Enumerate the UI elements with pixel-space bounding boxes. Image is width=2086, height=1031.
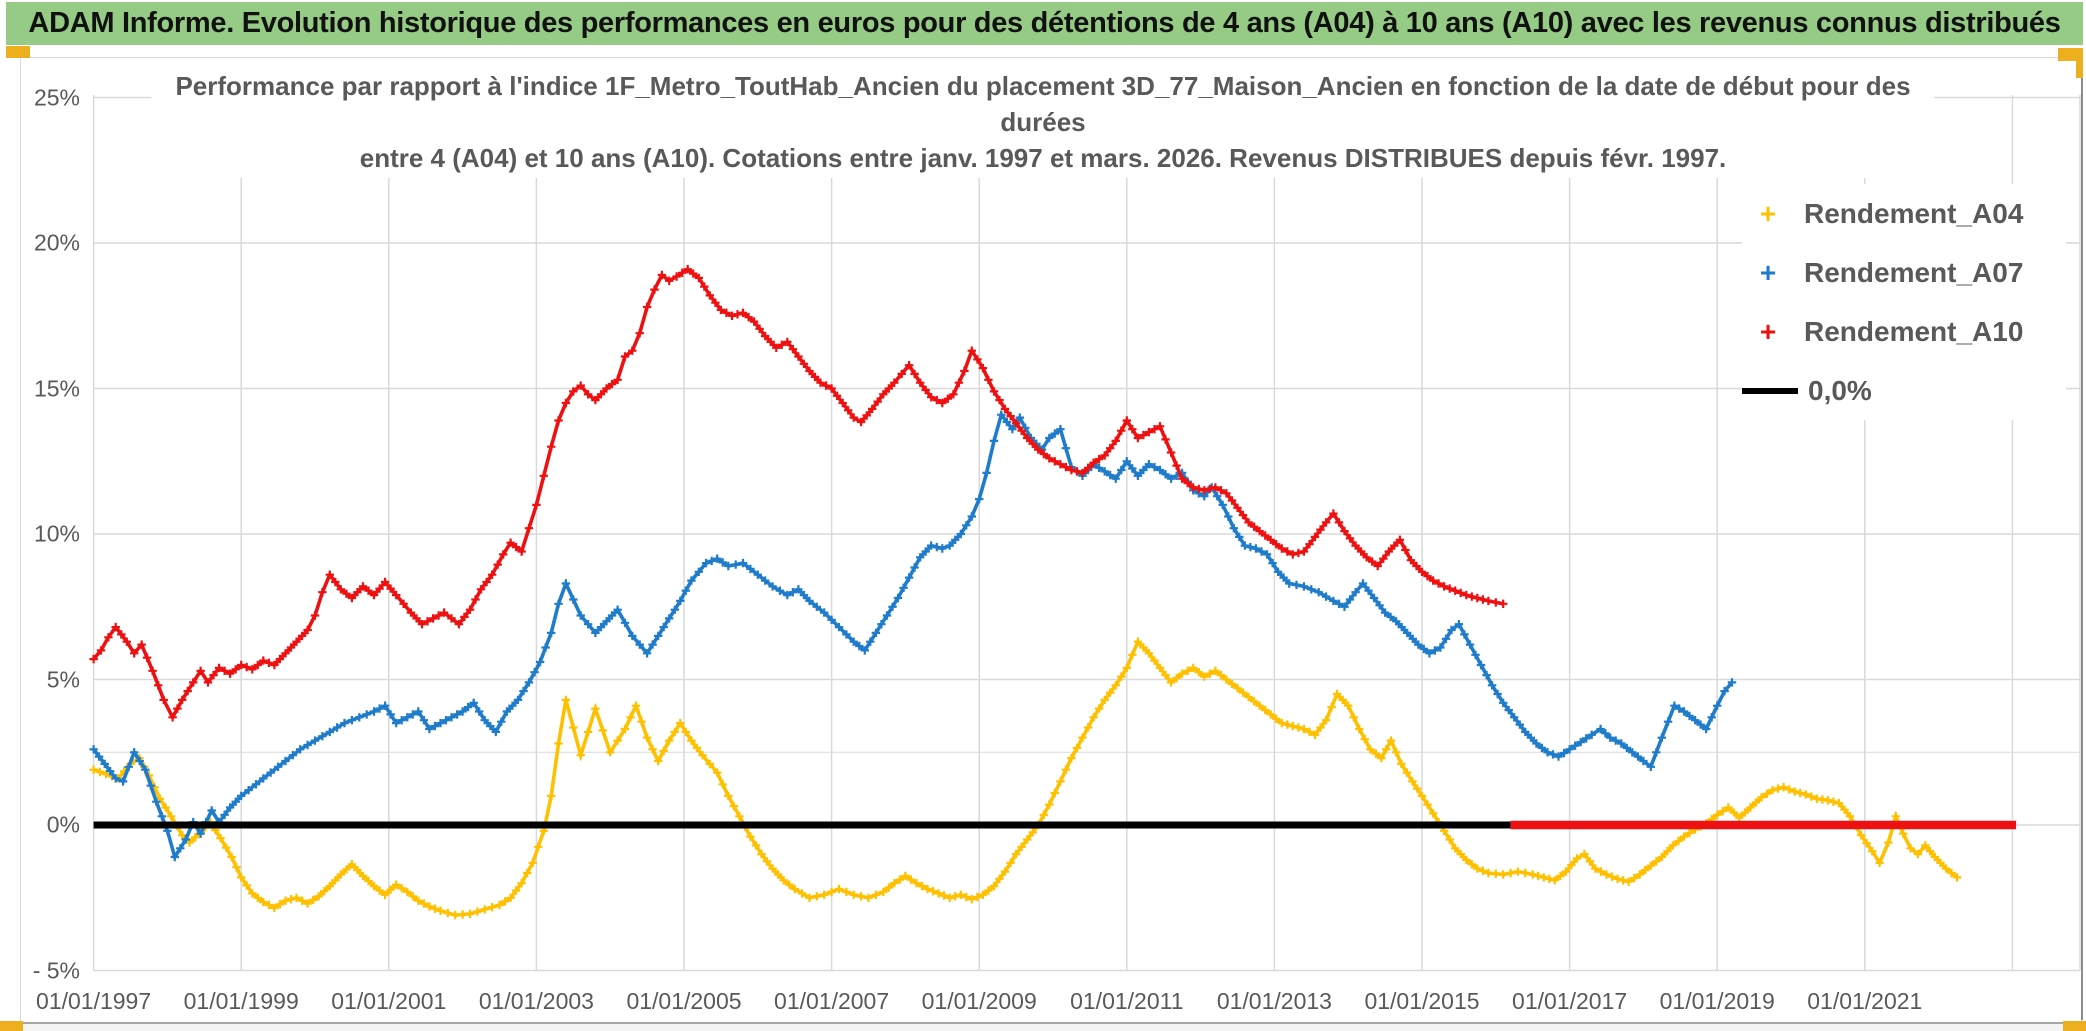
chart-title-line1: Performance par rapport à l'indice 1F_Me… (175, 71, 1911, 101)
y-axis-label-0: 0% (46, 811, 80, 838)
series-line-Rendement_A04 (93, 638, 1959, 918)
x-axis-label-2019: 01/01/2019 (1659, 988, 1775, 1014)
y-axis-label-20: 20% (33, 229, 80, 256)
x-axis-label-2017: 01/01/2017 (1512, 988, 1628, 1014)
series-line-Rendement_A07 (92, 410, 1734, 862)
x-axis-label-2005: 01/01/2005 (626, 988, 742, 1014)
x-axis-label-2021: 01/01/2021 (1807, 988, 1923, 1014)
window-bottom-rule (16, 1022, 2064, 1024)
x-axis-label-2001: 01/01/2001 (331, 988, 447, 1014)
chart-title-line2: durées (1000, 107, 1086, 137)
y-axis-label-10: 10% (33, 520, 80, 547)
y-axis-label-15: 15% (33, 375, 80, 401)
series-markers-Rendement_A04 (89, 637, 1962, 920)
series-markers-Rendement_A07 (89, 410, 1737, 862)
selection-corner-top-left (6, 46, 30, 58)
line-marker-icon (1742, 387, 1798, 394)
workbook-title-bar: ADAM Informe. Evolution historique des p… (6, 2, 2083, 45)
chart-title-line3: entre 4 (A04) et 10 ans (A10). Cotations… (359, 143, 1727, 173)
x-axis-label-1999: 01/01/1999 (183, 988, 299, 1014)
selection-corner-top-right-tab (2076, 48, 2083, 78)
y-axis-label--5: - 5% (32, 957, 80, 983)
window-bottom-band (0, 1024, 2086, 1031)
legend-item-0-0-[interactable]: 0,0% (1742, 361, 2066, 420)
selection-corner-bottom-right (2063, 1021, 2086, 1031)
workbook-title: ADAM Informe. Evolution historique des p… (28, 7, 2061, 39)
chart-legend[interactable]: + Rendement_A04 + Rendement_A07 + Rendement_A… (1742, 184, 2066, 420)
x-axis-label-1997: 01/01/1997 (36, 988, 152, 1014)
plus-marker-icon: + (1759, 197, 1777, 229)
legend-label: Rendement_A07 (1804, 256, 2024, 288)
y-axis: 25% 20% 15% 10% 5% 0% - 5% (0, 0, 86, 1031)
legend-item-rendement-a04[interactable]: + Rendement_A04 (1742, 184, 2066, 243)
legend-label: Rendement_A10 (1804, 315, 2024, 347)
x-axis-label-2011: 01/01/2011 (1070, 988, 1184, 1014)
legend-label: Rendement_A04 (1804, 197, 2024, 229)
x-axis-label-2007: 01/01/2007 (774, 988, 890, 1014)
x-axis-label-2015: 01/01/2015 (1364, 988, 1480, 1014)
x-axis-label-2013: 01/01/2013 (1216, 988, 1332, 1014)
series-markers-Rendement_A10 (89, 265, 1508, 722)
plus-marker-icon: + (1759, 256, 1777, 288)
x-axis: 01/01/1997 01/01/1999 01/01/2001 01/01/2003… (0, 988, 2086, 1018)
chart-frame[interactable] (20, 57, 2082, 1023)
plus-marker-icon: + (1759, 315, 1777, 347)
window-right-edge (2081, 62, 2083, 1020)
legend-item-rendement-a07[interactable]: + Rendement_A07 (1742, 243, 2066, 302)
legend-label: 0,0% (1808, 374, 1872, 406)
chart-title[interactable]: Performance par rapport à l'indice 1F_Me… (151, 66, 1935, 178)
series-line-Rendement_A10 (92, 266, 1504, 722)
x-axis-label-2003: 01/01/2003 (478, 988, 594, 1014)
y-axis-label-25: 25% (33, 84, 80, 110)
y-axis-label-5: 5% (46, 666, 80, 692)
selection-corner-bottom-left (0, 1021, 23, 1031)
x-axis-label-2009: 01/01/2009 (921, 988, 1037, 1014)
legend-item-rendement-a10[interactable]: + Rendement_A10 (1742, 302, 2066, 361)
